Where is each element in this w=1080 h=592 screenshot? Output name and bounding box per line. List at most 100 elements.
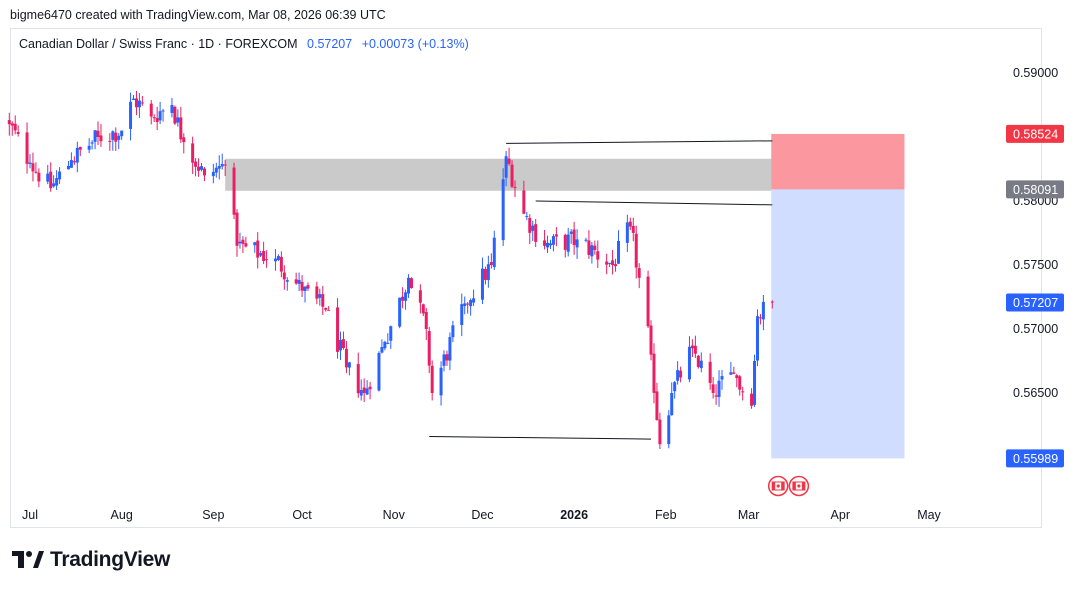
flag-band-right	[801, 482, 805, 490]
candle-body	[90, 142, 94, 144]
stop-loss-zone	[771, 133, 905, 190]
candle-body	[758, 317, 762, 319]
trend-line-1	[506, 140, 773, 144]
price-label-stop: 0.58524	[1006, 124, 1064, 143]
candle-body	[132, 98, 136, 100]
price-label-target: 0.55989	[1006, 449, 1064, 468]
candle-body	[129, 101, 133, 129]
flag-band-left	[792, 482, 796, 490]
candle-body	[380, 347, 384, 353]
candle-body	[318, 294, 322, 298]
candle-body	[324, 307, 328, 310]
candle-body	[687, 346, 691, 380]
candle-body	[510, 164, 514, 187]
candle-body	[46, 173, 50, 182]
candle-body	[483, 268, 487, 280]
candle-body	[596, 251, 600, 260]
candle-body	[265, 259, 269, 261]
candle-body	[738, 376, 742, 390]
candle-body	[463, 303, 467, 307]
candle-body	[306, 285, 310, 289]
candle-body	[285, 280, 289, 282]
candle-body	[679, 370, 683, 378]
candle-body	[78, 146, 82, 150]
candle-body	[409, 278, 413, 289]
x-tick-label: Apr	[831, 508, 850, 522]
x-tick-label: May	[917, 508, 941, 522]
y-tick-label: 0.56500	[1013, 386, 1058, 400]
price-label-text: 0.55989	[1013, 452, 1058, 466]
candle-body	[386, 342, 390, 344]
candle-body	[693, 345, 697, 354]
candle-body	[451, 325, 455, 338]
candle-body	[383, 341, 387, 349]
candle-body	[202, 168, 206, 176]
candle-body	[427, 331, 431, 366]
candles-group	[7, 91, 774, 450]
candle-body	[72, 161, 76, 163]
candle-body	[528, 217, 532, 233]
candle-body	[279, 256, 283, 272]
candle-body	[720, 376, 724, 380]
candle-body	[750, 393, 754, 406]
candle-body	[472, 298, 476, 303]
x-tick-label: Mar	[738, 508, 760, 522]
tradingview-logo[interactable]: TradingView	[12, 548, 170, 572]
candle-body	[158, 111, 162, 121]
candle-body	[362, 387, 366, 393]
candle-body	[13, 123, 17, 131]
candle-body	[486, 264, 490, 281]
candle-body	[753, 360, 757, 405]
candle-body	[297, 279, 301, 284]
candle-body	[554, 234, 558, 237]
candle-body	[197, 166, 201, 171]
candle-body	[421, 304, 425, 314]
candle-body	[214, 167, 218, 173]
x-tick-label: Dec	[471, 508, 493, 522]
trend-line-2	[535, 200, 773, 206]
candle-body	[628, 221, 632, 227]
candle-body	[341, 339, 345, 349]
candle-body	[49, 171, 53, 189]
candle-body	[611, 260, 615, 265]
candle-body	[448, 337, 452, 361]
candle-body	[711, 384, 715, 393]
candle-body	[460, 304, 464, 326]
candle-body	[137, 100, 141, 108]
candle-body	[140, 102, 144, 104]
candle-body	[344, 348, 348, 368]
x-tick-label: Sep	[202, 508, 224, 522]
candle-body	[220, 163, 224, 167]
candle-body	[182, 137, 186, 143]
candle-body	[652, 353, 656, 393]
candle-body	[179, 117, 183, 140]
x-tick-label: 2026	[560, 508, 588, 522]
candle-body	[655, 391, 659, 420]
candle-body	[504, 156, 508, 178]
legend-price: 0.57207	[307, 37, 353, 51]
candle-body	[507, 158, 511, 164]
candle-body	[232, 167, 236, 215]
candle-body	[658, 419, 662, 445]
candle-body	[253, 242, 257, 246]
price-label-last: 0.57207	[1006, 293, 1064, 312]
candle-body	[548, 243, 552, 246]
candle-body	[377, 352, 381, 391]
candle-body	[407, 277, 411, 294]
candle-body	[108, 140, 112, 142]
candle-body	[155, 117, 159, 123]
candle-body	[634, 233, 638, 268]
candle-body	[676, 370, 680, 381]
y-tick-label: 0.57000	[1013, 322, 1058, 336]
y-tick-label: 0.57500	[1013, 258, 1058, 272]
symbol-legend[interactable]: Canadian Dollar / Swiss Franc · 1D · FOR…	[19, 37, 469, 51]
candle-body	[96, 130, 100, 137]
price-label-box	[1006, 180, 1064, 199]
candle-body	[501, 179, 505, 241]
candle-body	[256, 240, 260, 258]
candle-body	[690, 345, 694, 349]
candle-body	[339, 339, 343, 351]
flag-leaf	[797, 484, 801, 488]
legend-change: +0.00073 (+0.13%)	[361, 37, 469, 51]
